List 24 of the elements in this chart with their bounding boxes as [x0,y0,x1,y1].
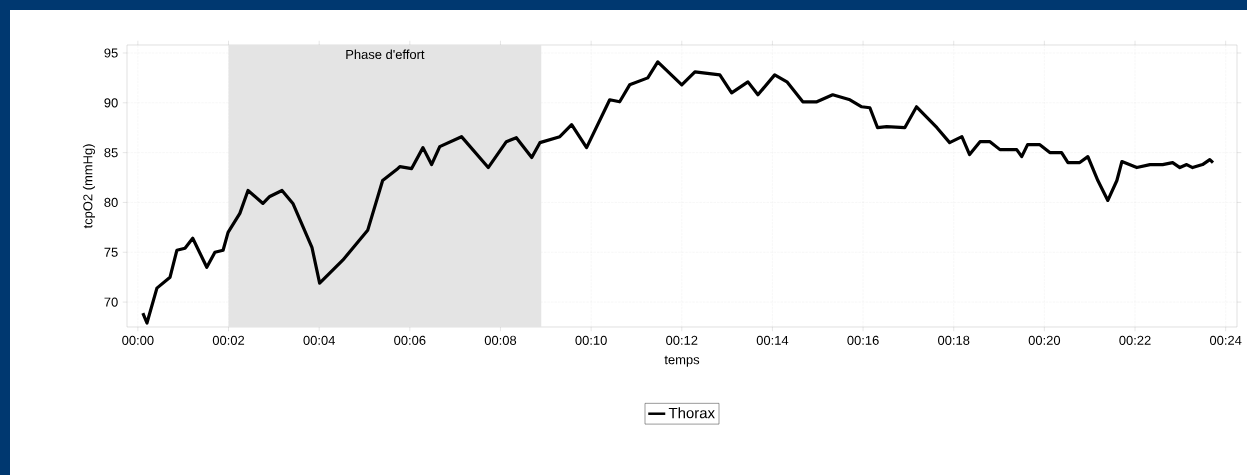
x-tick-label: 00:06 [394,335,426,345]
y-tick-label: 90 [104,98,118,108]
x-tick-label: 00:24 [1209,335,1242,345]
x-tick-label: 00:10 [575,335,607,345]
x-tick-label: 00:08 [484,335,517,345]
x-tick-label: 00:02 [212,335,245,345]
y-tick-label: 75 [104,247,118,257]
y-tick-label: 85 [104,148,118,158]
x-axis-title: temps [664,355,700,367]
x-tick-label: 00:00 [122,335,154,345]
x-tick-label: 00:18 [938,335,970,345]
legend-label: Thorax [668,407,715,419]
y-axis-title: tcpO2 (mmHg) [82,144,95,229]
band-label: Phase d'effort [346,49,425,60]
x-tick-label: 00:04 [303,335,335,345]
line-series [141,60,1215,325]
y-tick-label: 95 [104,48,118,58]
x-tick-label: 00:16 [847,335,879,345]
x-tick-label: 00:20 [1028,335,1061,345]
y-tick-label: 80 [104,197,118,208]
y-tick-label: 70 [104,297,118,307]
x-tick-label: 00:14 [756,335,789,345]
x-tick-label: 00:22 [1119,335,1151,345]
x-tick-label: 00:12 [666,335,698,345]
